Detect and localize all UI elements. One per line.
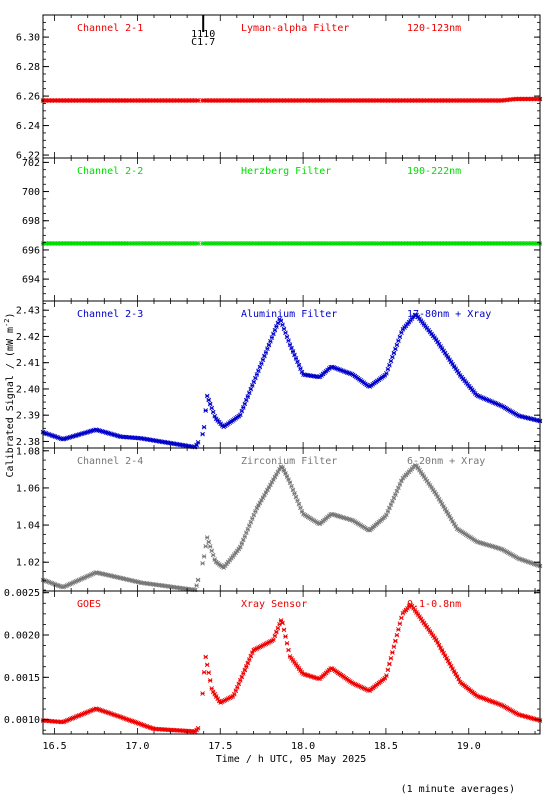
y-tick-label: 2.42 <box>16 332 40 343</box>
panel-label: Channel 2-1 <box>77 23 143 34</box>
panel-label: 17-80nm + Xray <box>407 309 491 320</box>
y-axis-label-exponent: -2 <box>3 319 11 327</box>
y-tick-label: 6.26 <box>16 92 40 103</box>
panel-label: 120-123nm <box>407 23 461 34</box>
y-tick-label: 6.28 <box>16 62 40 73</box>
data-point-marks <box>40 241 543 246</box>
x-axis: 16.5 17.0 17.5 18.0 18.5 19.0 <box>43 741 481 752</box>
y-tick-label: 2.39 <box>16 411 40 422</box>
panel-label: Xray Sensor <box>241 599 307 610</box>
flare-event-time: 1110 <box>191 29 215 40</box>
series-points <box>40 241 543 246</box>
y-tick-label: 6.22 <box>16 151 40 162</box>
x-tick-label: 17.0 <box>125 741 149 752</box>
y-tick-label: 1.04 <box>16 521 40 532</box>
panel-label: 190-222nm <box>407 166 461 177</box>
x-tick-label: 18.0 <box>291 741 315 752</box>
panel-frame <box>42 447 541 592</box>
panel-frame <box>42 590 541 735</box>
y-tick-label: 6.24 <box>16 121 40 132</box>
y-tick-label: 0.0010 <box>4 715 40 726</box>
panel-1: 6.22 6.24 6.26 6.28 6.30 Channel 2-1 Lyman-alp… <box>16 14 543 162</box>
panel-4: 1.02 1.04 1.06 1.08 Channel 2-4 Zirconium Fil… <box>16 446 543 593</box>
flare-event-class: C1.7 <box>191 37 215 48</box>
y-tick-label: 2.40 <box>16 384 40 395</box>
y-tick-label: 694 <box>22 275 40 286</box>
panels: 6.22 6.24 6.26 6.28 6.30 Channel 2-1 Lyman-alp… <box>4 14 543 735</box>
y-tick-label: 1.06 <box>16 483 40 494</box>
series-points <box>40 463 543 593</box>
y-axis-label-end: ) <box>5 313 16 319</box>
y-tick-label: 1.08 <box>16 446 40 457</box>
series-points <box>40 96 543 103</box>
panel-label: Channel 2-2 <box>77 166 143 177</box>
y-tick-label: 702 <box>22 158 40 169</box>
y-tick-label: 698 <box>22 216 40 227</box>
flare-event-marker: 1110 C1.7 <box>191 15 215 48</box>
panel-label: 6-20nm + Xray <box>407 456 485 467</box>
y-tick-label: 2.38 <box>16 437 40 448</box>
panel-label: Herzberg Filter <box>241 166 331 177</box>
y-tick-label: 2.41 <box>16 358 40 369</box>
y-tick-label: 0.0015 <box>4 673 40 684</box>
panel-label: 0.1-0.8nm <box>407 599 461 610</box>
x-tick-label: 16.5 <box>43 741 67 752</box>
series-points <box>40 602 543 734</box>
series-points <box>40 312 543 450</box>
y-tick-label: 1.02 <box>16 558 40 569</box>
y-axis-label: Calibrated Signal / (mW m-2) <box>3 313 16 478</box>
panel-label: GOES <box>77 599 101 610</box>
panel-label: Channel 2-4 <box>77 456 143 467</box>
data-point-marks <box>40 96 543 103</box>
panel-2: 694 696 698 700 702 Channel 2-2 Herzberg Filte… <box>22 157 543 302</box>
x-tick-label: 18.5 <box>374 741 398 752</box>
panel-3: 2.38 2.39 2.40 2.41 2.42 2.43 Channel 2-3 Alumi… <box>16 300 543 450</box>
panel-label: Channel 2-3 <box>77 309 143 320</box>
panel-label: Aluminium Filter <box>241 309 337 320</box>
y-tick-label: 0.0025 <box>4 588 40 599</box>
y-tick-label: 0.0020 <box>4 631 40 642</box>
y-axis-label-main: Calibrated Signal / (mW m <box>5 327 16 478</box>
y-tick-label: 2.43 <box>16 306 40 317</box>
panel-frame <box>42 157 541 302</box>
x-tick-label: 19.0 <box>457 741 481 752</box>
data-point-marks <box>40 463 543 593</box>
data-point-marks <box>40 312 543 450</box>
panel-5: 0.0010 0.0015 0.0020 0.0025 GOES Xray Sensor 0… <box>4 588 543 735</box>
data-point-marks <box>40 602 543 734</box>
x-axis-label: Time / h UTC, 05 May 2025 <box>216 754 367 765</box>
x-tick-label: 17.5 <box>208 741 232 752</box>
panel-label: Zirconium Filter <box>241 456 337 467</box>
panel-frame <box>42 300 541 449</box>
y-tick-label: 6.30 <box>16 33 40 44</box>
panel-frame <box>42 14 541 159</box>
panel-label: Lyman-alpha Filter <box>241 23 349 34</box>
y-tick-label: 696 <box>22 245 40 256</box>
y-tick-label: 700 <box>22 187 40 198</box>
footnote: (1 minute averages) <box>401 784 515 795</box>
